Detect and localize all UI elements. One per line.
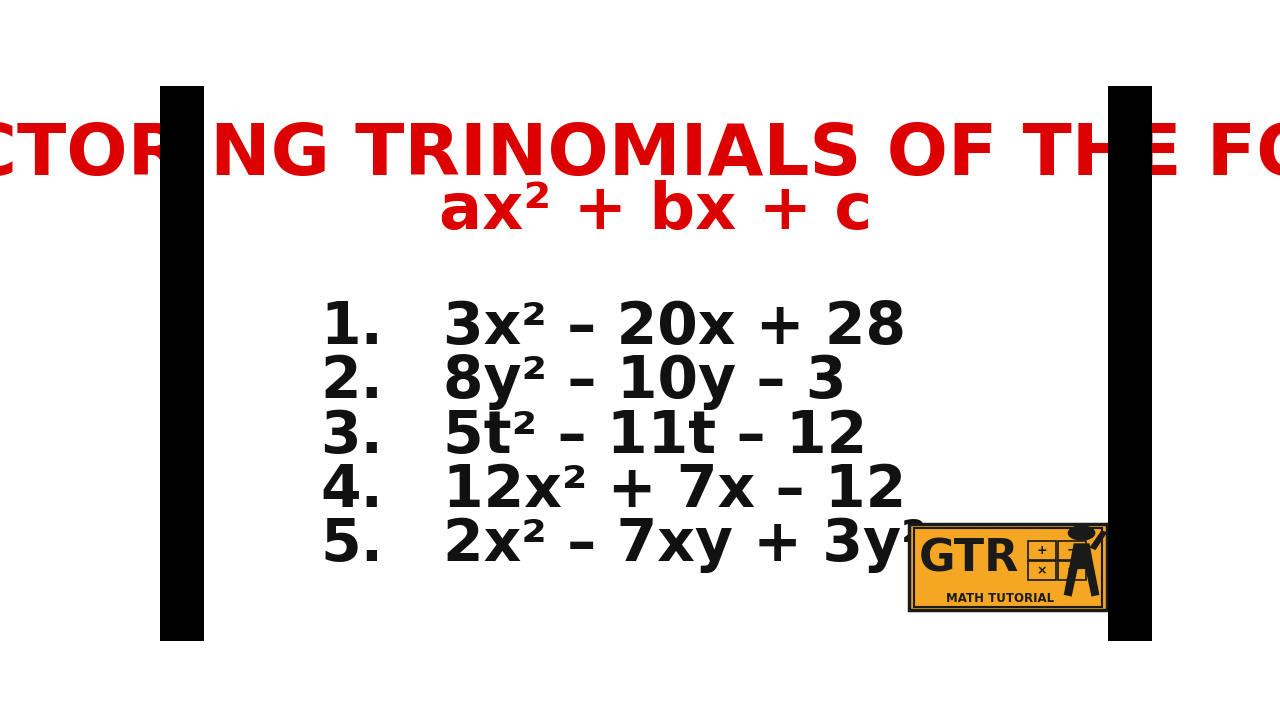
Text: 12x² + 7x – 12: 12x² + 7x – 12 <box>443 462 906 519</box>
Text: MATH TUTORIAL: MATH TUTORIAL <box>946 592 1055 605</box>
Text: =: = <box>1066 564 1076 577</box>
Text: 1.: 1. <box>320 299 383 356</box>
Text: GTR: GTR <box>918 537 1019 580</box>
FancyBboxPatch shape <box>909 524 1107 611</box>
FancyBboxPatch shape <box>160 86 204 641</box>
FancyBboxPatch shape <box>1028 541 1056 559</box>
Text: 5t² – 11t – 12: 5t² – 11t – 12 <box>443 408 867 464</box>
Text: 4.: 4. <box>320 462 383 519</box>
Text: 3.: 3. <box>320 408 383 464</box>
FancyBboxPatch shape <box>1028 562 1056 580</box>
Text: 2.: 2. <box>320 354 383 410</box>
FancyBboxPatch shape <box>1108 86 1152 641</box>
Text: −: − <box>1066 544 1076 557</box>
Text: +: + <box>1037 544 1047 557</box>
Text: 5.: 5. <box>320 516 383 573</box>
FancyBboxPatch shape <box>1057 562 1085 580</box>
Text: ax² + bx + c: ax² + bx + c <box>439 180 873 242</box>
Text: 8y² – 10y – 3: 8y² – 10y – 3 <box>443 354 846 410</box>
Circle shape <box>1068 525 1096 541</box>
FancyBboxPatch shape <box>1057 541 1085 559</box>
Polygon shape <box>1064 544 1100 597</box>
Text: FACTORING TRINOMIALS OF THE FORM: FACTORING TRINOMIALS OF THE FORM <box>0 121 1280 190</box>
Text: ×: × <box>1037 564 1047 577</box>
Polygon shape <box>1089 531 1107 550</box>
Text: 2x² – 7xy + 3y²: 2x² – 7xy + 3y² <box>443 516 927 573</box>
Text: 3x² – 20x + 28: 3x² – 20x + 28 <box>443 299 906 356</box>
